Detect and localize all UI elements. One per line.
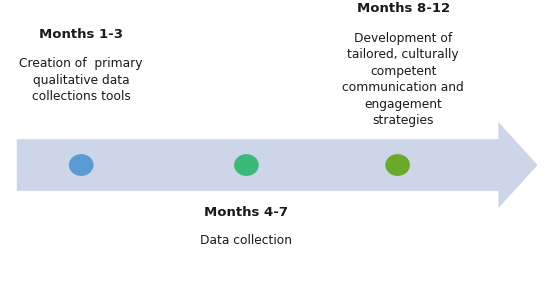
Text: Months 1-3: Months 1-3: [39, 28, 123, 41]
Ellipse shape: [234, 154, 259, 176]
Text: Creation of  primary
qualitative data
collections tools: Creation of primary qualitative data col…: [20, 57, 143, 103]
Text: Data collection: Data collection: [200, 234, 292, 247]
Ellipse shape: [385, 154, 410, 176]
Text: Development of
tailored, culturally
competent
communication and
engagement
strat: Development of tailored, culturally comp…: [342, 32, 464, 127]
Text: Months 4-7: Months 4-7: [204, 206, 288, 219]
Ellipse shape: [69, 154, 94, 176]
Text: Months 8-12: Months 8-12: [357, 2, 450, 15]
Polygon shape: [17, 122, 538, 208]
